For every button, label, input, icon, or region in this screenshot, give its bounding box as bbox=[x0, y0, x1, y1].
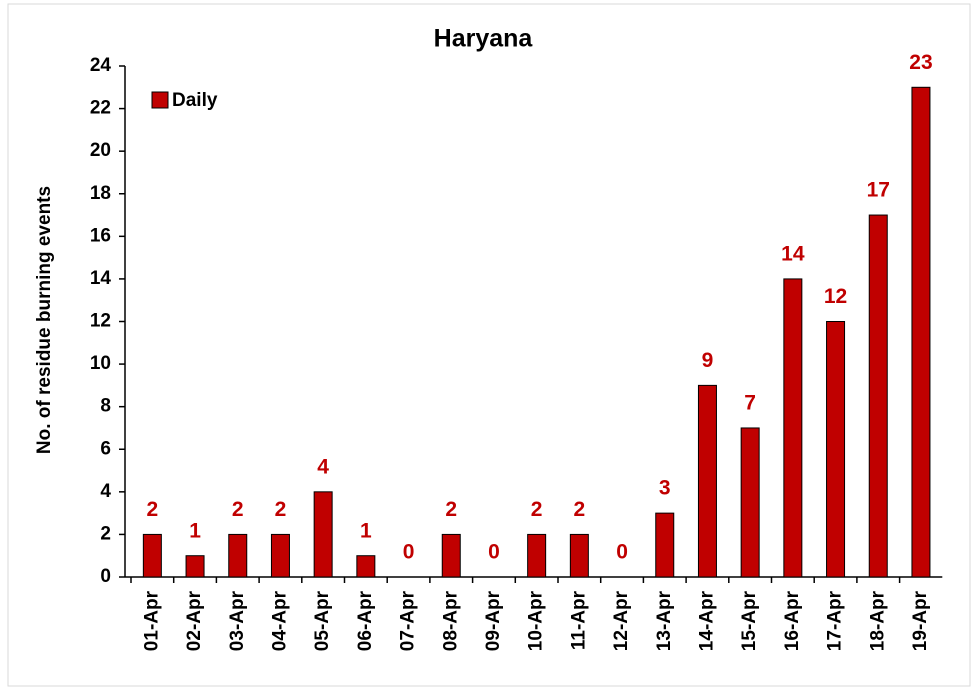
legend-label: Daily bbox=[172, 90, 218, 111]
x-tick-label: 10-Apr bbox=[526, 590, 547, 651]
y-axis-label: No. of residue burning events bbox=[34, 186, 55, 454]
value-label: 23 bbox=[909, 51, 932, 74]
bar bbox=[228, 533, 248, 578]
x-tick-label: 16-Apr bbox=[782, 590, 803, 651]
x-tick-label: 07-Apr bbox=[398, 590, 419, 651]
x-tick-label: 01-Apr bbox=[141, 590, 162, 651]
value-label: 1 bbox=[189, 519, 201, 542]
bar bbox=[142, 533, 162, 578]
x-tick-label: 13-Apr bbox=[654, 590, 675, 651]
x-tick-label: 06-Apr bbox=[355, 590, 376, 651]
x-tick-label: 02-Apr bbox=[184, 590, 205, 651]
y-tick-label: 2 bbox=[100, 523, 111, 544]
y-tick-label: 4 bbox=[100, 481, 111, 502]
value-label: 2 bbox=[147, 498, 159, 521]
bar bbox=[569, 533, 589, 578]
value-label: 2 bbox=[275, 498, 287, 521]
bar bbox=[826, 321, 846, 578]
value-label: 0 bbox=[403, 541, 415, 564]
y-tick-label: 0 bbox=[100, 566, 111, 587]
value-label: 4 bbox=[317, 455, 329, 478]
x-tick-label: 12-Apr bbox=[611, 590, 632, 651]
value-label: 12 bbox=[824, 285, 847, 308]
bar bbox=[313, 491, 333, 578]
x-tick-label: 14-Apr bbox=[696, 590, 717, 651]
y-tick-label: 20 bbox=[90, 140, 111, 161]
value-label: 0 bbox=[488, 541, 500, 564]
bar bbox=[740, 427, 760, 578]
chart-title: Haryana bbox=[434, 25, 534, 53]
chart-frame bbox=[7, 3, 971, 687]
value-label: 0 bbox=[616, 541, 628, 564]
value-label: 2 bbox=[531, 498, 543, 521]
bar bbox=[441, 533, 461, 578]
x-tick-label: 05-Apr bbox=[312, 590, 333, 651]
value-label: 2 bbox=[445, 498, 457, 521]
x-tick-label: 15-Apr bbox=[739, 590, 760, 651]
bar bbox=[527, 533, 547, 578]
bar bbox=[270, 533, 290, 578]
bar bbox=[185, 555, 205, 578]
value-label: 9 bbox=[702, 349, 714, 372]
y-tick-label: 16 bbox=[90, 225, 111, 246]
y-tick-label: 22 bbox=[90, 98, 111, 119]
x-tick-label: 11-Apr bbox=[568, 590, 589, 650]
x-tick-label: 03-Apr bbox=[227, 590, 248, 651]
x-tick-label: 19-Apr bbox=[910, 590, 931, 651]
value-label: 1 bbox=[360, 519, 372, 542]
bar bbox=[356, 555, 376, 578]
y-tick-label: 8 bbox=[100, 396, 111, 417]
y-tick-label: 18 bbox=[90, 183, 111, 204]
value-label: 17 bbox=[867, 179, 890, 202]
value-label: 3 bbox=[659, 477, 671, 500]
x-tick-label: 08-Apr bbox=[440, 590, 461, 651]
value-label: 7 bbox=[744, 392, 756, 415]
bar bbox=[655, 512, 675, 578]
value-label: 2 bbox=[232, 498, 244, 521]
x-tick-label: 09-Apr bbox=[483, 590, 504, 651]
bar bbox=[868, 214, 888, 578]
y-tick-label: 6 bbox=[100, 438, 111, 459]
y-tick-label: 14 bbox=[90, 268, 112, 289]
y-tick-label: 24 bbox=[90, 55, 112, 76]
bar bbox=[783, 278, 803, 578]
x-tick-label: 18-Apr bbox=[867, 590, 888, 651]
value-label: 2 bbox=[574, 498, 586, 521]
y-tick-label: 12 bbox=[90, 311, 111, 332]
bar bbox=[697, 384, 717, 578]
x-tick-label: 04-Apr bbox=[269, 590, 290, 651]
y-tick-label: 10 bbox=[90, 353, 111, 374]
legend-swatch bbox=[151, 91, 169, 109]
x-tick-label: 17-Apr bbox=[825, 590, 846, 651]
bar bbox=[911, 86, 931, 578]
value-label: 14 bbox=[781, 242, 805, 265]
